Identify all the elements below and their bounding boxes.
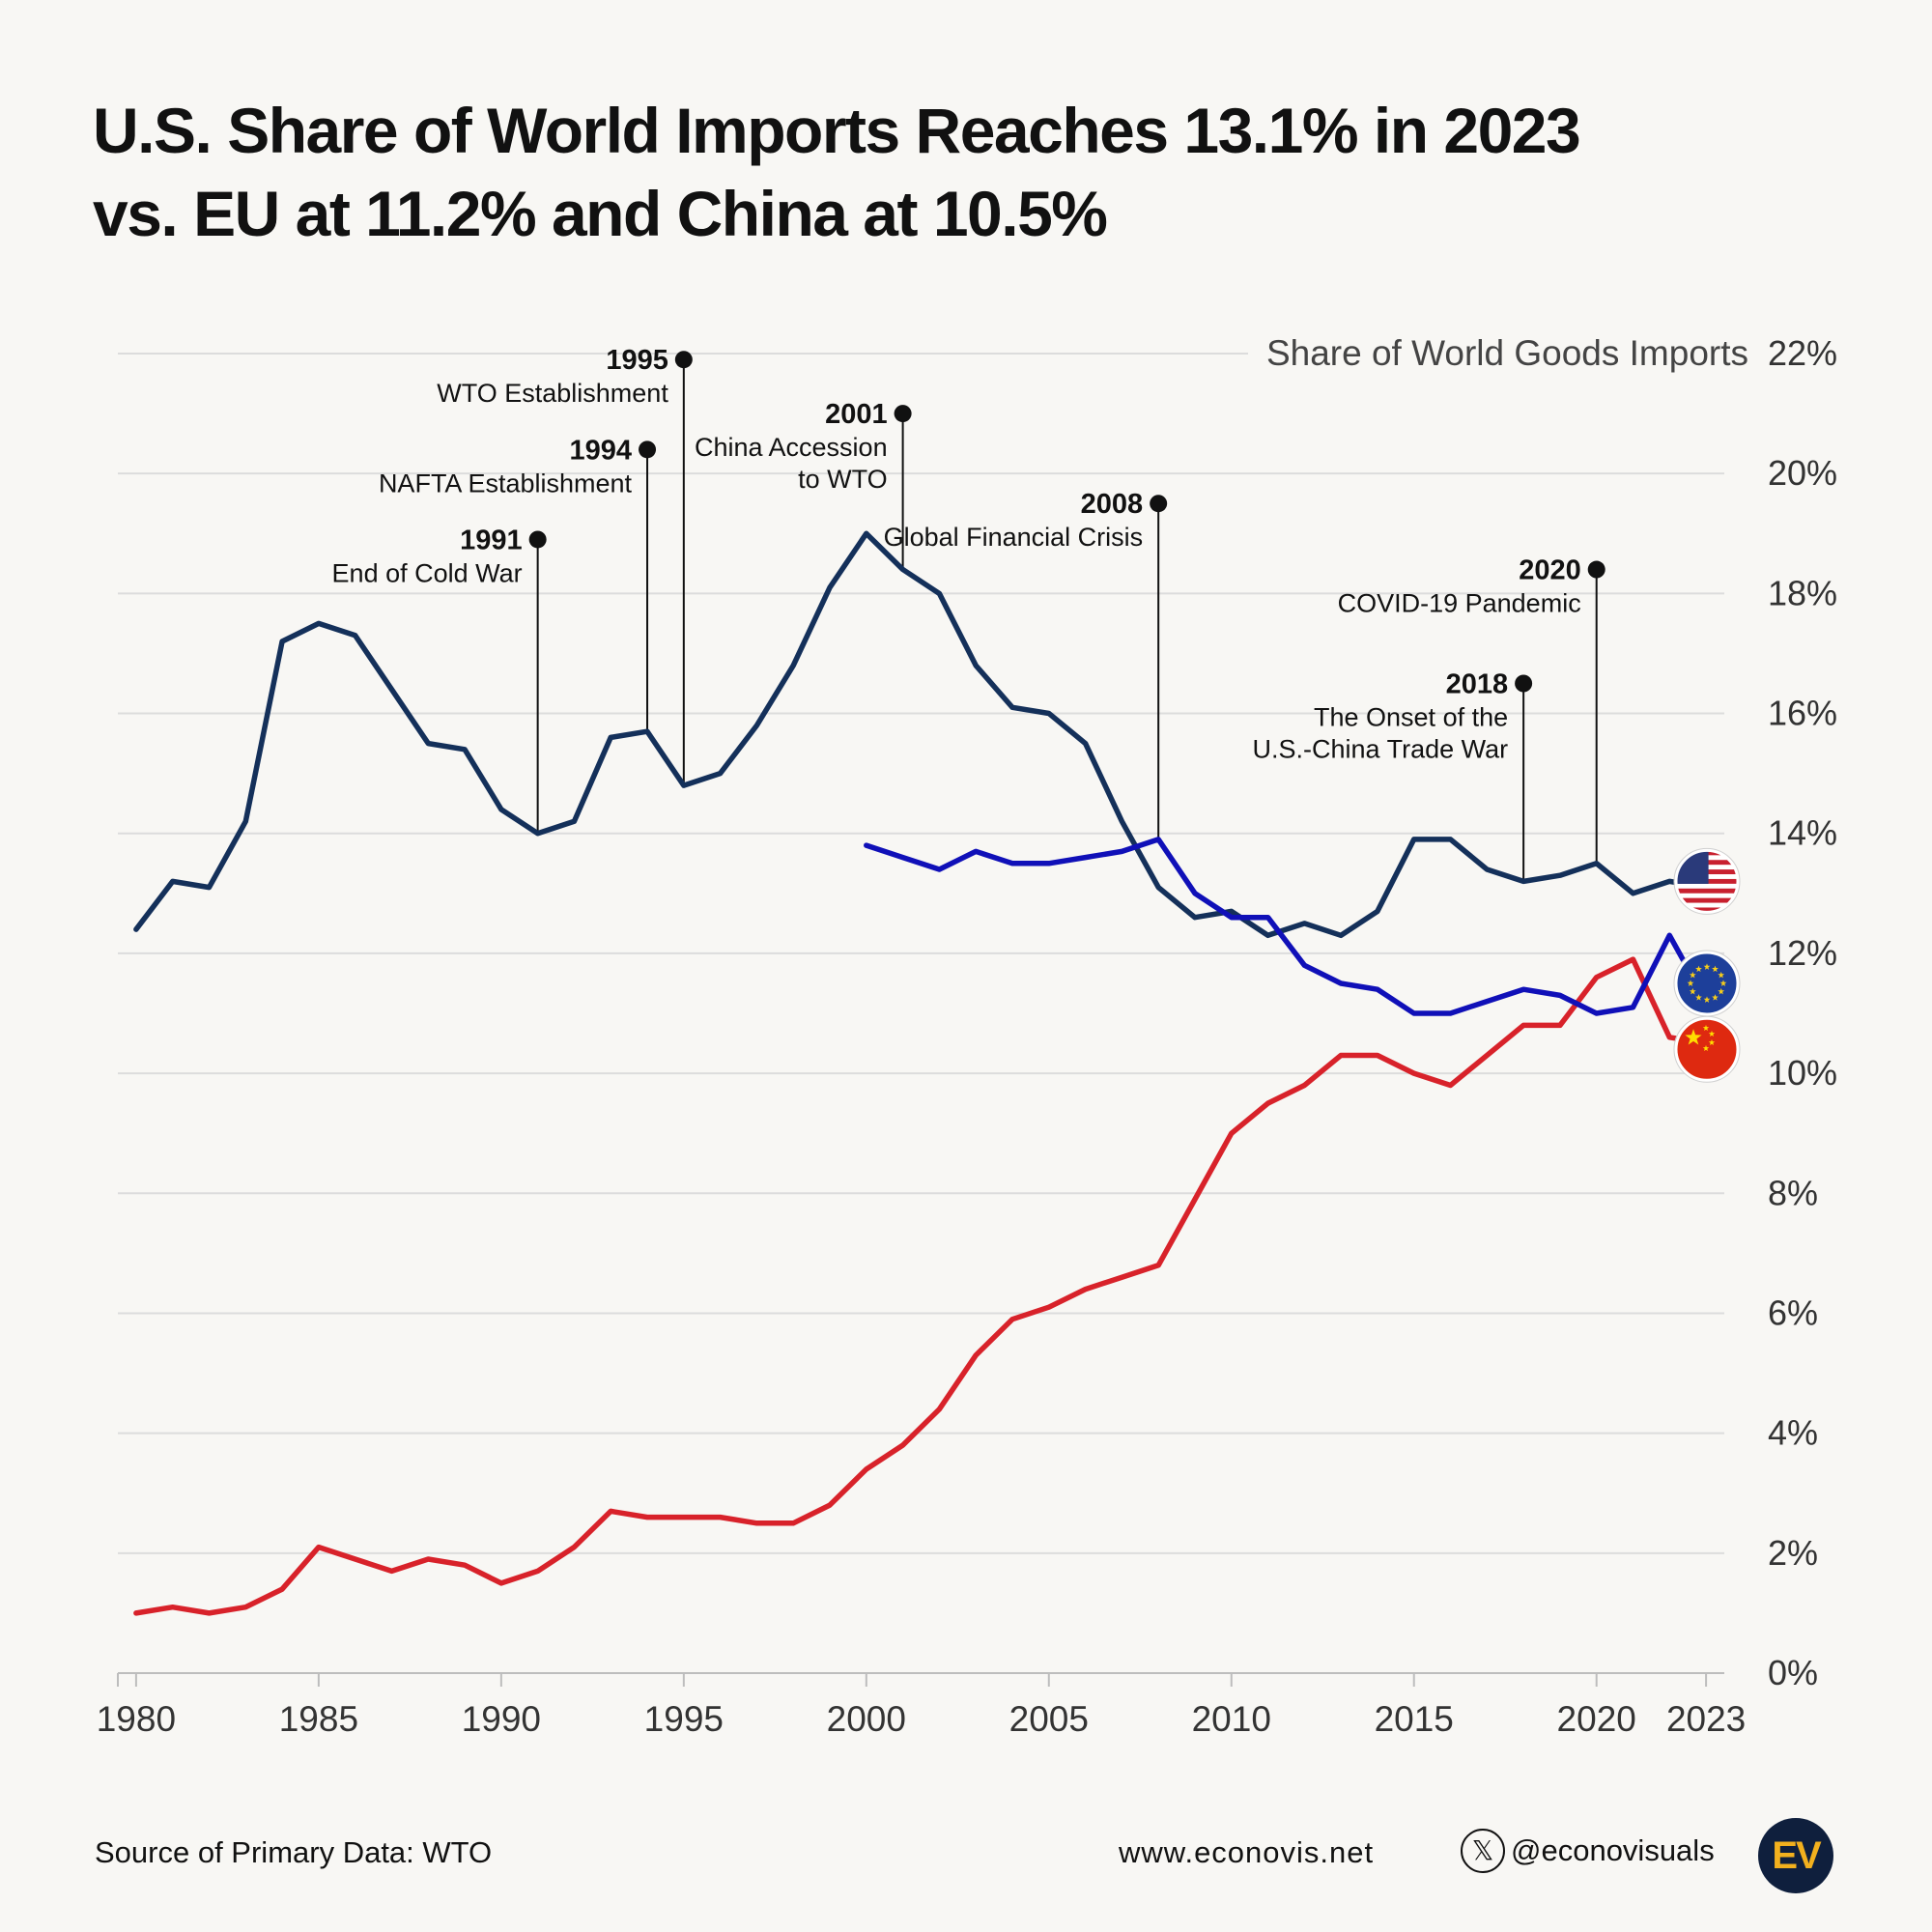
us-flag-fill (1676, 850, 1738, 913)
flag-star (1689, 971, 1696, 979)
annotation-year: 2001 (825, 399, 888, 430)
china-flag-fill (1676, 1018, 1738, 1081)
annotation-text: China Accession (695, 433, 888, 462)
flag-field (1676, 952, 1738, 1014)
flag-stripe (1676, 897, 1738, 904)
annotation-year: 1994 (570, 435, 633, 466)
x-tick-label: 1980 (97, 1699, 176, 1739)
flag-star (1695, 994, 1702, 1001)
y-tick-label: 10% (1768, 1053, 1837, 1093)
flag-star (1687, 980, 1694, 986)
flag-border (1674, 848, 1740, 914)
y-tick-label: 12% (1768, 933, 1837, 973)
flag-star (1703, 963, 1711, 970)
flag-border (1674, 1016, 1740, 1082)
annotation-dot (674, 351, 693, 369)
annotation-dot (1150, 495, 1168, 513)
flag-star (1719, 980, 1727, 986)
flag-star (1703, 996, 1711, 1003)
flag-stripe (1676, 888, 1738, 895)
y-tick-label: 16% (1768, 694, 1837, 733)
eu-flag-fill (1676, 952, 1738, 1014)
x-tick-label: 1985 (279, 1699, 358, 1739)
annotation-text: NAFTA Establishment (379, 469, 633, 497)
flag-star (1708, 1030, 1716, 1037)
social-handle-text: @econovisuals (1511, 1833, 1715, 1867)
series-line-eu (864, 837, 1709, 1016)
annotation-text: The Onset of the (1314, 703, 1508, 732)
annotation-text: to WTO (798, 465, 888, 494)
x-tick-label: 2000 (827, 1699, 906, 1739)
y-axis-title: Share of World Goods Imports (1266, 333, 1748, 373)
flag-star (1718, 987, 1725, 995)
website-link[interactable]: www.econovis.net (1119, 1835, 1375, 1869)
x-tick-label: 1990 (462, 1699, 541, 1739)
source-note: Source of Primary Data: WTO (95, 1835, 493, 1869)
x-tick-label: 1995 (644, 1699, 724, 1739)
flag-stripe (1676, 883, 1738, 890)
y-tick-label: 8% (1768, 1173, 1818, 1212)
annotation-dot (1515, 674, 1533, 693)
y-tick-label: 2% (1768, 1533, 1818, 1573)
flag-stripe (1676, 902, 1738, 908)
x-tick-label: 2020 (1557, 1699, 1636, 1739)
annotation-year: 2020 (1519, 555, 1581, 586)
x-tick-label: 2010 (1192, 1699, 1271, 1739)
x-tick-label: 2023 (1666, 1699, 1746, 1739)
chart-title: U.S. Share of World Imports Reaches 13.1… (93, 89, 1735, 255)
annotation-year: 2008 (1081, 489, 1144, 520)
x-tick-label: 2015 (1375, 1699, 1454, 1739)
title-line-2: vs. EU at 11.2% and China at 10.5% (93, 178, 1108, 249)
annotation-text: COVID-19 Pandemic (1338, 589, 1581, 618)
flag-star (1708, 1038, 1716, 1045)
flag-star (1712, 994, 1719, 1001)
y-tick-label: 22% (1768, 333, 1837, 373)
y-tick-label: 0% (1768, 1653, 1818, 1692)
flag-star (1685, 1029, 1702, 1045)
annotation-dot (639, 440, 657, 459)
y-tick-label: 20% (1768, 453, 1837, 493)
flag-star (1718, 971, 1725, 979)
x-logo-icon: 𝕏 (1461, 1829, 1505, 1873)
eu-flag (1673, 950, 1741, 1017)
flag-outline (1673, 847, 1741, 915)
flag-star (1712, 965, 1719, 973)
annotation-text: WTO Establishment (437, 379, 668, 408)
x-tick-label: 2005 (1009, 1699, 1089, 1739)
annotation-text: Global Financial Crisis (884, 523, 1144, 552)
flag-star (1689, 987, 1696, 995)
flag-star (1702, 1044, 1710, 1051)
series-line-china (133, 956, 1709, 1616)
flag-border (1674, 951, 1740, 1016)
flag-stripe (1676, 893, 1738, 899)
us-flag (1673, 847, 1741, 915)
y-tick-label: 18% (1768, 573, 1837, 612)
econovis-logo: EV (1758, 1818, 1833, 1893)
annotation-dot (528, 530, 547, 549)
annotation-year: 1995 (606, 345, 668, 376)
annotation-text: U.S.-China Trade War (1253, 735, 1509, 764)
y-tick-label: 14% (1768, 813, 1837, 853)
title-line-1: U.S. Share of World Imports Reaches 13.1… (93, 95, 1581, 166)
annotation-dot (1587, 560, 1605, 579)
annotation-year: 2018 (1446, 669, 1509, 700)
y-tick-label: 6% (1768, 1293, 1818, 1332)
annotation-year: 1991 (460, 525, 523, 555)
series-line-us (133, 530, 1709, 939)
social-handle[interactable]: 𝕏 @econovisuals (1461, 1829, 1715, 1873)
flag-star (1702, 1024, 1710, 1031)
y-tick-label: 4% (1768, 1413, 1818, 1453)
flag-outline (1673, 1015, 1741, 1083)
annotation-text: End of Cold War (332, 558, 523, 587)
flag-stripe (1676, 907, 1738, 913)
annotation-dot (894, 405, 912, 423)
china-flag (1673, 1015, 1741, 1083)
flag-star (1695, 965, 1702, 973)
